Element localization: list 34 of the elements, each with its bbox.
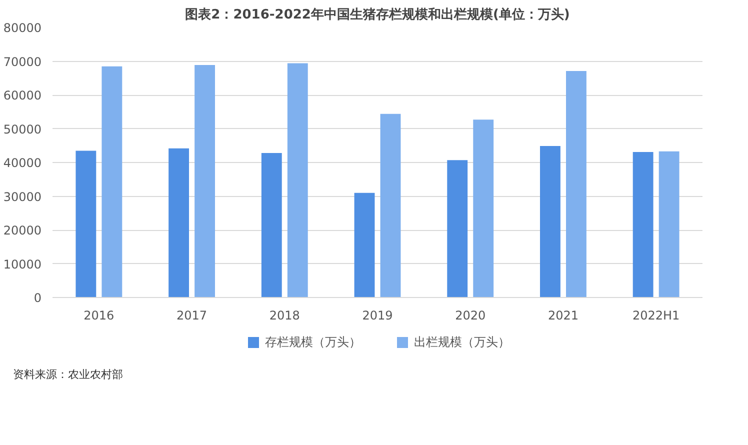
bar bbox=[102, 66, 122, 298]
y-tick-label: 10000 bbox=[3, 257, 42, 272]
x-tick-label: 2019 bbox=[362, 308, 393, 322]
bar bbox=[380, 114, 401, 298]
bar bbox=[76, 150, 96, 298]
y-tick-label: 80000 bbox=[3, 21, 42, 35]
y-tick-label: 0 bbox=[34, 291, 42, 305]
y-tick-label: 70000 bbox=[3, 54, 42, 69]
x-tick-label: 2017 bbox=[176, 308, 208, 322]
bar bbox=[194, 64, 215, 298]
x-tick-label: 2016 bbox=[84, 308, 114, 322]
bar bbox=[473, 120, 494, 298]
x-tick-label: 2021 bbox=[548, 308, 578, 322]
bar bbox=[658, 151, 680, 298]
bar bbox=[354, 192, 375, 298]
y-tick-label: 30000 bbox=[3, 190, 42, 204]
legend-label: 出栏规模（万头） bbox=[414, 334, 510, 351]
bar bbox=[447, 160, 468, 298]
y-tick-label: 20000 bbox=[3, 224, 42, 238]
bar bbox=[632, 152, 654, 298]
bar bbox=[168, 148, 189, 298]
x-tick-label: 2020 bbox=[455, 308, 486, 322]
y-tick-label: 50000 bbox=[3, 122, 42, 136]
y-tick-label: 40000 bbox=[3, 156, 42, 170]
bar bbox=[540, 146, 560, 298]
x-tick-label: 2022H1 bbox=[632, 308, 680, 322]
x-tick-label: 2018 bbox=[269, 308, 300, 322]
text: 资料来源：农业农村部 bbox=[13, 367, 123, 383]
bar bbox=[566, 71, 586, 298]
legend-label: 存栏规模（万头） bbox=[265, 334, 361, 351]
bar bbox=[287, 63, 308, 298]
y-tick-label: 60000 bbox=[3, 88, 42, 102]
bar bbox=[261, 153, 282, 298]
chart-title: 图表2：2016-2022年中国生猪存栏规模和出栏规模(单位：万头) bbox=[185, 6, 570, 22]
